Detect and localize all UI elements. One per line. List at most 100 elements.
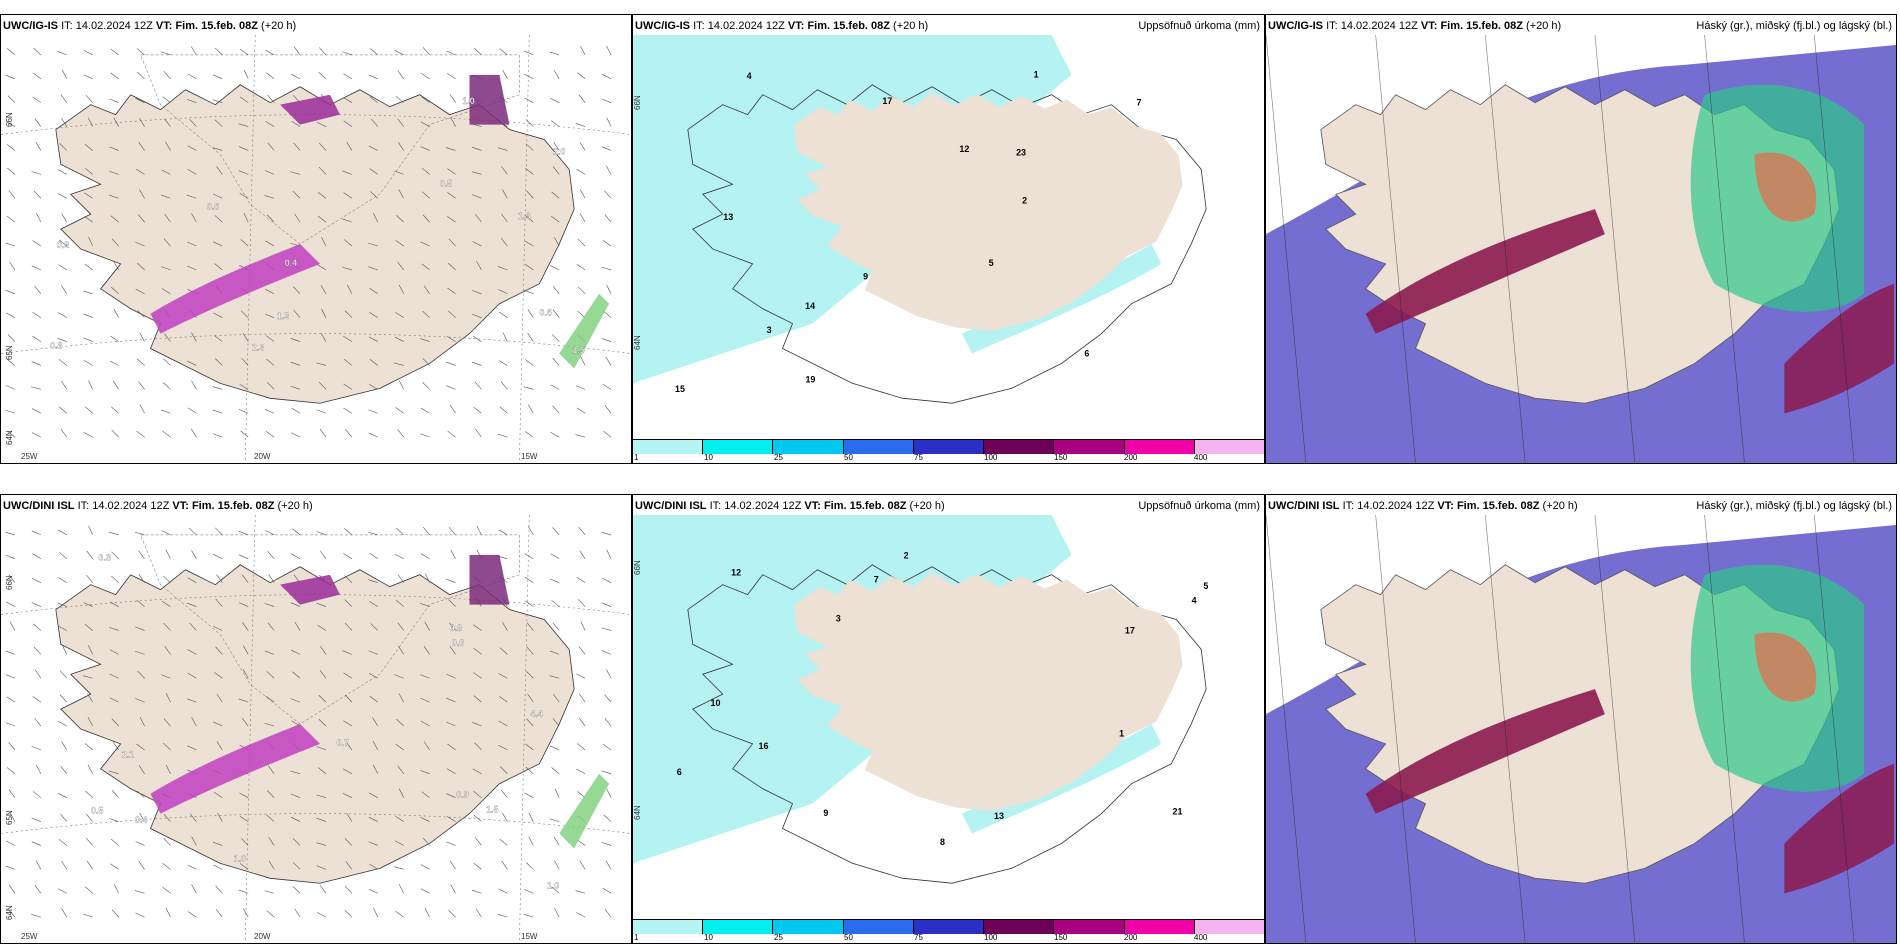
wind-barb: [398, 693, 404, 703]
value-label: 19: [805, 375, 815, 385]
wind-barb: [160, 266, 171, 271]
wind-barb: [527, 309, 534, 318]
wind-barb: [423, 285, 430, 294]
it-value: 14.02.2024 12Z: [1340, 20, 1418, 32]
legend-tick: 50: [844, 933, 853, 942]
wind-barb: [368, 650, 378, 655]
legend-tick: 25: [774, 933, 783, 942]
wind-barb: [212, 433, 223, 438]
wind-barb: [369, 601, 378, 607]
wind-barb: [163, 837, 171, 846]
wind-barb: [316, 794, 327, 798]
panel-header: UWC/IG-IS IT: 14.02.2024 12Z VT: Fim. 15…: [3, 17, 627, 35]
wind-barb: [32, 335, 42, 342]
wind-barb: [476, 525, 482, 536]
wind-barb: [136, 790, 145, 798]
wind-barb: [395, 240, 404, 247]
wind-barb: [422, 837, 430, 846]
wind-barb: [290, 171, 301, 175]
wind-barb: [215, 646, 223, 655]
wind-barb: [397, 142, 404, 151]
wind-barb: [421, 73, 430, 80]
wind-barb: [214, 263, 223, 271]
wind-barb: [214, 215, 223, 223]
vt-value: Fim. 15.feb. 08Z: [191, 500, 275, 512]
wind-barb: [187, 169, 197, 175]
wind-barb: [111, 238, 119, 247]
wind-barb: [191, 884, 197, 894]
wind-barb: [83, 290, 93, 295]
wind-barb: [212, 99, 223, 103]
wind-barb: [136, 599, 145, 607]
wind-barb: [343, 120, 353, 127]
wind-barb: [5, 242, 16, 247]
it-label: IT:: [709, 500, 722, 512]
legend-swatch: [633, 440, 704, 454]
value-label: 1.0: [462, 96, 474, 106]
wind-barb: [499, 48, 508, 56]
wind-barb: [319, 142, 327, 151]
wind-barb: [266, 910, 275, 918]
it-value: 14.02.2024 12Z: [707, 20, 785, 32]
wind-barb: [526, 646, 534, 655]
wind-barb: [108, 531, 119, 536]
wind-barb: [7, 167, 16, 175]
wind-barb: [368, 432, 378, 438]
map-area: 7 2 13 21 10 16 12 17 4 3 6 9 1 5 8: [633, 515, 1264, 919]
wind-barb: [425, 573, 430, 583]
precip-band: [469, 74, 510, 125]
wind-barb: [344, 358, 353, 366]
wind-barb: [473, 47, 482, 56]
wind-barb: [603, 430, 612, 438]
wind-barb: [346, 141, 353, 151]
wind-barb: [82, 675, 93, 679]
wind-barb: [371, 118, 379, 127]
wind-barb: [164, 213, 171, 223]
wind-barb: [265, 72, 275, 80]
wind-barb: [525, 119, 534, 127]
wind-barb: [551, 120, 560, 127]
value-label: 17: [1125, 626, 1135, 636]
wind-barb: [395, 743, 404, 751]
wind-barb: [264, 195, 275, 199]
wind-barb: [368, 841, 378, 846]
wind-barb: [448, 238, 456, 247]
wind-barb: [372, 717, 379, 727]
wind-barb: [109, 601, 119, 607]
wind-barb: [420, 817, 430, 822]
wind-barb: [108, 770, 119, 775]
wind-barb: [134, 531, 145, 536]
wind-barb: [446, 697, 456, 703]
wind-barb: [61, 380, 68, 390]
wind-barb: [342, 170, 352, 175]
wind-barb: [342, 650, 352, 655]
wind-barb: [549, 675, 560, 679]
wind-barb: [525, 359, 534, 366]
wind-barb: [346, 812, 353, 822]
wind-barb: [343, 192, 353, 199]
panel-right-title: Uppsöfnuð úrkoma (mm): [1138, 500, 1260, 512]
wind-barb: [320, 285, 327, 294]
wind-barb: [112, 380, 119, 390]
wind-barb: [606, 669, 612, 679]
wind-barb: [212, 147, 223, 151]
wind-barb: [524, 792, 534, 798]
wind-barb: [5, 74, 16, 80]
wind-barb: [343, 553, 353, 560]
wind-barb: [215, 598, 223, 607]
wind-barb: [191, 332, 197, 342]
wind-barb: [447, 73, 456, 80]
wind-barb: [34, 885, 42, 894]
vt-value: Fim. 15.feb. 08Z: [807, 20, 890, 32]
map-area: [1266, 515, 1896, 943]
wind-barb: [58, 312, 67, 318]
legend-tick: 25: [774, 453, 783, 462]
wind-barb: [446, 673, 456, 679]
wind-barb: [552, 527, 560, 536]
wind-barb: [111, 575, 119, 583]
value-label: 10: [711, 698, 721, 708]
wind-barb: [86, 550, 93, 559]
legend-swatch: [773, 920, 844, 934]
wind-barb: [267, 142, 275, 151]
wind-barb: [498, 673, 508, 679]
